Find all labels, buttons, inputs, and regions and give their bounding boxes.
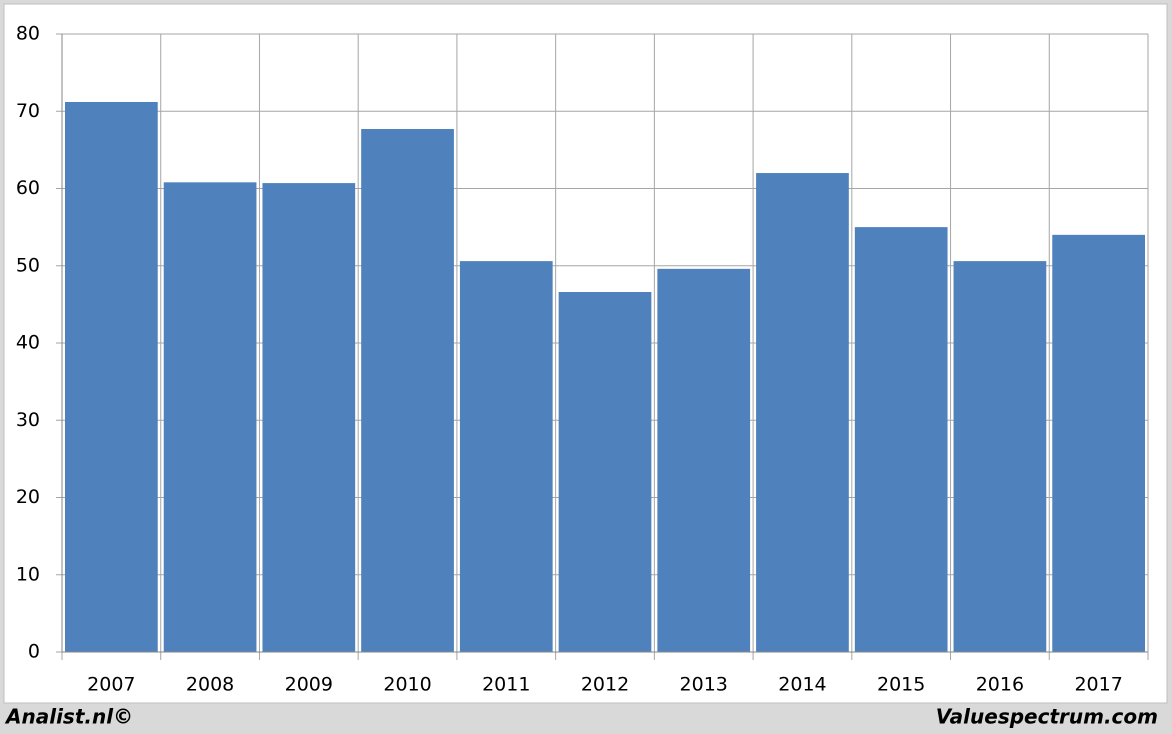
bar [854, 227, 948, 652]
bar [1052, 234, 1145, 652]
y-tick-label: 40 [16, 332, 40, 354]
bar [657, 268, 751, 652]
y-tick-label: 20 [16, 486, 40, 508]
footer-right: Valuespectrum.com [936, 705, 1158, 729]
x-tick-label: 2007 [87, 674, 135, 696]
y-tick-label: 80 [16, 23, 40, 45]
y-tick-label: 70 [16, 100, 40, 122]
bar [459, 261, 553, 652]
y-tick-label: 30 [16, 409, 40, 431]
bar [953, 261, 1047, 652]
y-tick-label: 60 [16, 177, 40, 199]
x-tick-label: 2015 [877, 674, 925, 696]
y-tick-label: 0 [28, 641, 40, 663]
x-tick-label: 2016 [976, 674, 1024, 696]
bar [558, 292, 652, 652]
x-tick-label: 2012 [581, 674, 629, 696]
y-tick-label: 10 [16, 563, 40, 585]
bar [262, 183, 356, 652]
x-tick-label: 2017 [1074, 674, 1122, 696]
x-tick-label: 2011 [482, 674, 530, 696]
x-tick-label: 2008 [186, 674, 234, 696]
bar [163, 182, 257, 652]
x-tick-label: 2009 [285, 674, 333, 696]
x-tick-label: 2014 [778, 674, 826, 696]
x-tick-label: 2013 [680, 674, 728, 696]
bar [361, 129, 454, 652]
x-tick-label: 2010 [383, 674, 431, 696]
y-tick-label: 50 [16, 254, 40, 276]
footer-left: Analist.nl© [4, 705, 133, 729]
bar [65, 101, 158, 653]
bar [756, 173, 849, 653]
